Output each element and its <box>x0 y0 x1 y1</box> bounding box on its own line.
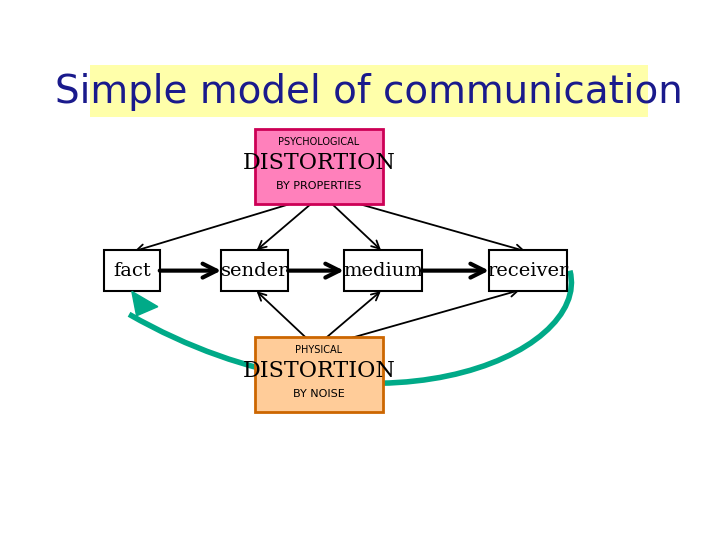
FancyBboxPatch shape <box>489 250 567 292</box>
FancyBboxPatch shape <box>221 250 288 292</box>
Text: PSYCHOLOGICAL: PSYCHOLOGICAL <box>278 137 359 147</box>
Text: receiver: receiver <box>487 261 569 280</box>
Text: sender: sender <box>221 261 288 280</box>
FancyBboxPatch shape <box>255 337 383 412</box>
Text: Simple model of communication: Simple model of communication <box>55 73 683 111</box>
Text: PHYSICAL: PHYSICAL <box>295 345 342 355</box>
Text: DISTORTION: DISTORTION <box>243 360 395 382</box>
FancyBboxPatch shape <box>255 129 383 204</box>
Text: fact: fact <box>113 261 150 280</box>
Text: DISTORTION: DISTORTION <box>243 152 395 174</box>
Bar <box>90 65 648 117</box>
Text: BY PROPERTIES: BY PROPERTIES <box>276 181 361 192</box>
Polygon shape <box>132 292 158 316</box>
Text: medium: medium <box>343 261 423 280</box>
Text: BY NOISE: BY NOISE <box>293 389 345 400</box>
FancyBboxPatch shape <box>344 250 422 292</box>
FancyBboxPatch shape <box>104 250 160 292</box>
